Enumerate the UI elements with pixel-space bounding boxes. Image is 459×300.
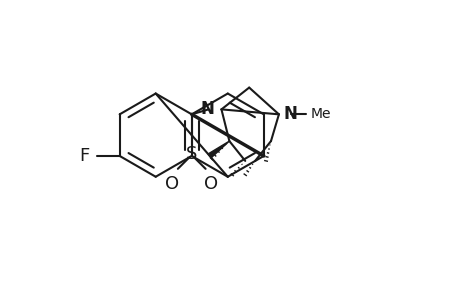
Polygon shape [207,141,229,158]
Text: S: S [185,145,197,163]
Text: O: O [164,175,179,193]
Text: N: N [283,105,297,123]
Text: N: N [200,100,214,118]
Text: F: F [79,147,90,165]
Text: Me: Me [310,107,330,121]
Text: O: O [204,175,218,193]
